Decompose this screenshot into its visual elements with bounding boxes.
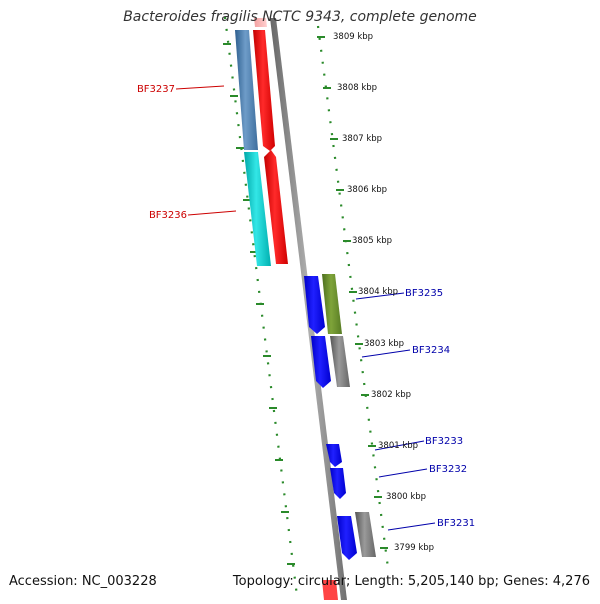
gene-bf3236[interactable] (264, 150, 288, 264)
gene-bf3234[interactable] (311, 336, 331, 388)
gene-bf3235-product[interactable] (322, 274, 342, 334)
leader-bf3237 (175, 85, 225, 90)
gene-bf3233[interactable] (326, 444, 342, 467)
scale-label: 3809 kbp (333, 32, 373, 42)
scale-label: 3799 kbp (394, 543, 434, 553)
gene-bf3237[interactable] (253, 30, 275, 151)
gene-label-bf3231[interactable]: BF3231 (437, 518, 475, 529)
reverse-gene-labels: BF3237 BF3236 (137, 84, 187, 221)
gene-bf3236-product[interactable] (244, 152, 271, 266)
accession-text: Accession: NC_003228 (9, 574, 157, 589)
scale-label: 3801 kbp (378, 441, 418, 451)
scale-label: 3804 kbp (358, 287, 398, 297)
gene-label-bf3236[interactable]: BF3236 (149, 210, 187, 221)
gene-bf3232[interactable] (330, 468, 346, 499)
scale-label: 3805 kbp (352, 236, 392, 246)
forward-gene-labels: BF3235 BF3234 BF3233 BF3232 BF3231 (405, 288, 475, 529)
scale-label: 3803 kbp (364, 339, 404, 349)
leader-bf3232 (378, 468, 428, 478)
topology-text: Topology: circular; Length: 5,205,140 bp… (232, 574, 590, 589)
scale-label: 3807 kbp (342, 134, 382, 144)
outer-left-scale (223, 16, 299, 597)
leader-bf3236 (187, 210, 237, 216)
gene-bf3231-product[interactable] (355, 512, 376, 557)
gene-bf3237-product[interactable] (235, 30, 258, 150)
gene-label-bf3235[interactable]: BF3235 (405, 288, 443, 299)
leader-bf3233 (374, 440, 425, 451)
gene-label-bf3237[interactable]: BF3237 (137, 84, 175, 95)
outer-left-dots (223, 16, 299, 597)
gene-label-bf3233[interactable]: BF3233 (425, 436, 463, 447)
feature-tip-bottom (322, 580, 338, 600)
leader-bf3234 (361, 349, 411, 358)
gene-label-bf3232[interactable]: BF3232 (429, 464, 467, 475)
gene-bf3234-product[interactable] (330, 336, 350, 387)
gene-bf3235[interactable] (304, 276, 325, 334)
inner-right-ticks (317, 36, 388, 549)
map-title: Bacteroides fragilis NCTC 9343, complete… (123, 9, 477, 25)
gene-bf3231[interactable] (337, 516, 357, 560)
leader-bf3231 (387, 522, 436, 531)
forward-leader-lines (355, 292, 436, 531)
scale-label: 3808 kbp (337, 83, 377, 93)
scale-labels: 3809 kbp 3808 kbp 3807 kbp 3806 kbp 3805… (333, 32, 434, 553)
reverse-leader-lines (175, 85, 237, 216)
scale-label: 3800 kbp (386, 492, 426, 502)
feature-tip-top (254, 18, 267, 27)
scale-label: 3806 kbp (347, 185, 387, 195)
gene-label-bf3234[interactable]: BF3234 (412, 345, 450, 356)
scale-label: 3802 kbp (371, 390, 411, 400)
leader-bf3235 (355, 292, 405, 300)
